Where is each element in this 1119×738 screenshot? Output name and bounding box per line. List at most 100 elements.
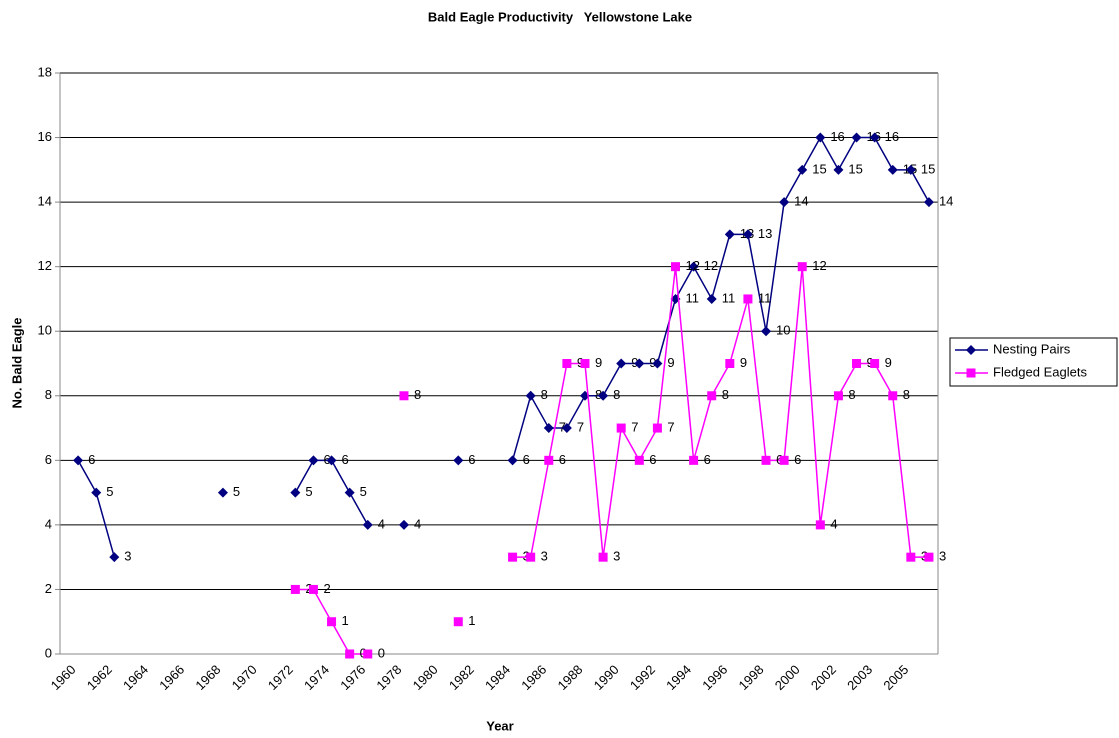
x-tick-label: 1966 [156, 662, 187, 693]
y-tick-label: 16 [38, 129, 52, 144]
legend-label: Nesting Pairs [993, 341, 1071, 356]
data-label: 6 [649, 452, 656, 467]
point [707, 391, 717, 401]
data-label: 15 [921, 161, 935, 176]
data-label: 11 [722, 290, 736, 305]
point [966, 345, 976, 355]
point [91, 487, 102, 498]
data-label: 6 [559, 452, 566, 467]
x-axis-title: Year [486, 718, 513, 733]
y-tick-label: 14 [38, 194, 52, 209]
x-tick-label: 1982 [446, 662, 477, 693]
point [852, 359, 862, 368]
point [363, 649, 373, 659]
point [345, 649, 355, 659]
data-label: 6 [342, 452, 349, 467]
point [290, 487, 301, 498]
point [508, 552, 518, 562]
x-tick-label: 2002 [808, 662, 839, 693]
point [398, 519, 409, 530]
data-label: 10 [776, 323, 790, 338]
point [362, 519, 373, 530]
x-tick-label: 1980 [410, 662, 441, 693]
point [688, 261, 699, 272]
point [905, 164, 916, 175]
data-label: 8 [595, 387, 602, 402]
point [779, 455, 789, 465]
y-tick-label: 18 [38, 64, 52, 79]
x-tick-label: 1998 [736, 662, 767, 693]
x-tick-label: 1964 [120, 662, 151, 693]
point [598, 552, 608, 562]
point [525, 390, 536, 401]
point [966, 368, 976, 378]
y-tick-label: 6 [45, 452, 52, 467]
point [616, 423, 626, 433]
data-label: 3 [939, 549, 946, 564]
point [453, 617, 463, 627]
data-label: 0 [378, 645, 385, 660]
y-tick-label: 10 [38, 323, 52, 338]
point [344, 487, 355, 498]
data-label: 8 [613, 387, 620, 402]
y-tick-label: 2 [45, 581, 52, 596]
data-label: 9 [667, 355, 674, 370]
data-label: 16 [830, 129, 844, 144]
data-label: 5 [233, 484, 240, 499]
data-label: 8 [903, 387, 910, 402]
point [833, 164, 844, 175]
data-label: 15 [848, 161, 862, 176]
point [308, 455, 319, 466]
data-label: 9 [595, 355, 602, 370]
data-label: 5 [360, 484, 367, 499]
x-tick-label: 1986 [518, 662, 549, 693]
data-label: 8 [722, 387, 729, 402]
point [561, 423, 572, 434]
point [217, 487, 228, 498]
data-label: 1 [342, 613, 349, 628]
x-tick-label: 1968 [192, 662, 223, 693]
data-label: 3 [613, 549, 620, 564]
data-label: 11 [758, 290, 772, 305]
point [906, 552, 916, 562]
x-tick-label: 1978 [373, 662, 404, 693]
data-label: 14 [794, 194, 808, 209]
data-label: 7 [667, 419, 674, 434]
x-tick-label: 1974 [301, 662, 332, 693]
point [598, 390, 609, 401]
y-tick-label: 8 [45, 387, 52, 402]
x-tick-label: 1970 [229, 662, 260, 693]
point [526, 552, 536, 562]
x-tick-label: 1992 [627, 662, 658, 693]
point [851, 132, 862, 143]
point [652, 358, 663, 369]
point [544, 455, 554, 465]
x-tick-label: 1976 [337, 662, 368, 693]
data-label: 6 [88, 452, 95, 467]
y-tick-label: 4 [45, 516, 52, 531]
point [453, 455, 464, 466]
data-label: 8 [414, 387, 421, 402]
data-label: 6 [468, 452, 475, 467]
data-label: 12 [812, 258, 826, 273]
legend-box [949, 337, 1118, 387]
point [543, 423, 554, 434]
point [725, 359, 735, 368]
point [888, 391, 898, 401]
data-label: 12 [686, 258, 700, 273]
data-label: 9 [740, 355, 747, 370]
point [815, 132, 826, 143]
data-label: 5 [305, 484, 312, 499]
data-label: 5 [106, 484, 113, 499]
x-tick-label: 1960 [48, 662, 79, 693]
data-label: 1 [468, 613, 475, 628]
data-label: 6 [323, 452, 330, 467]
x-tick-label: 1984 [482, 662, 513, 693]
x-tick-label: 1962 [84, 662, 115, 693]
data-label: 3 [541, 549, 548, 564]
point [706, 293, 717, 304]
data-label: 9 [631, 355, 638, 370]
point [761, 455, 771, 465]
point [869, 132, 880, 143]
x-tick-label: 1988 [554, 662, 585, 693]
